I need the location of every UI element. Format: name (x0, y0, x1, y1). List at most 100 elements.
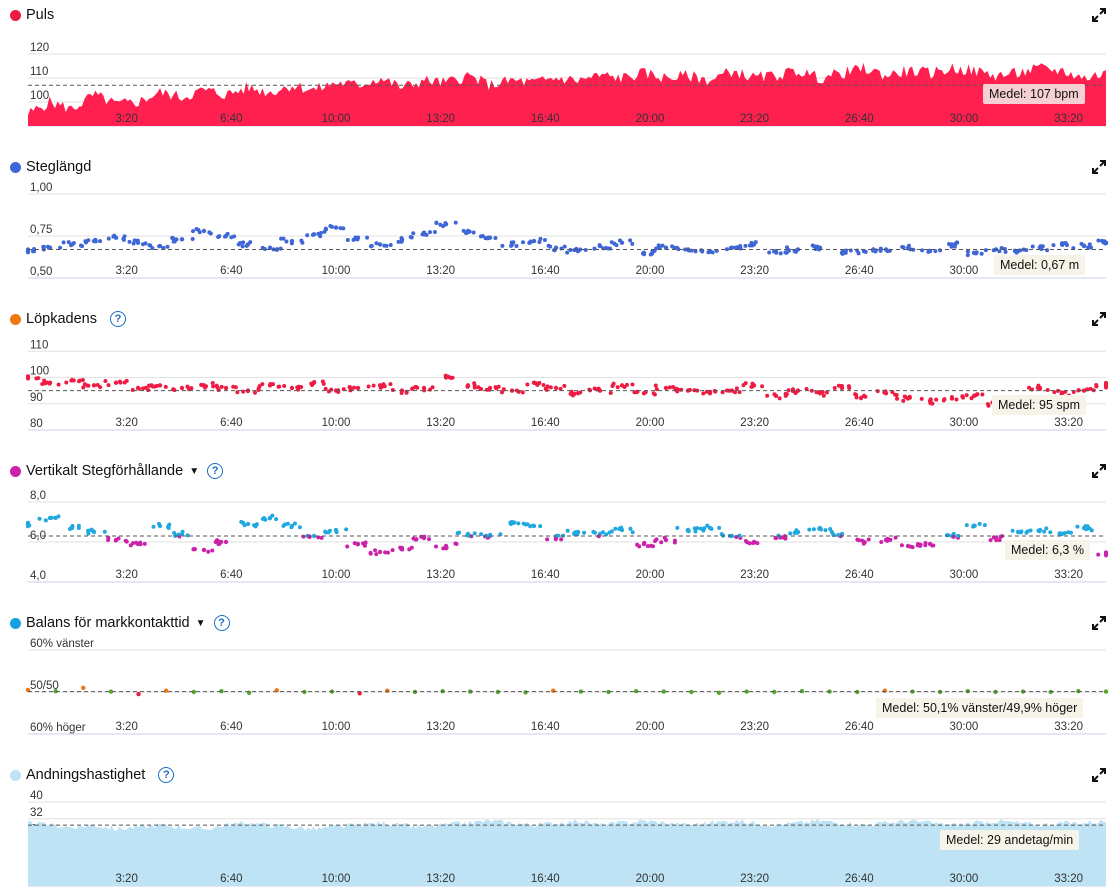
data-point (750, 384, 755, 389)
data-point (737, 533, 742, 538)
data-point (327, 528, 332, 533)
data-point (509, 243, 514, 248)
series-dot (10, 769, 21, 781)
data-point (907, 394, 912, 399)
help-icon[interactable]: ? (109, 311, 126, 327)
data-point (863, 394, 868, 399)
data-point (433, 544, 438, 549)
data-point (1088, 386, 1093, 391)
data-point (236, 242, 241, 247)
data-point (523, 690, 528, 695)
data-point (879, 540, 884, 545)
data-point (617, 526, 622, 531)
data-point (949, 395, 954, 400)
data-point (82, 382, 87, 387)
data-point (368, 550, 373, 555)
data-point (204, 384, 209, 389)
help-icon[interactable]: ? (207, 463, 224, 479)
x-tick-label: 13:20 (426, 113, 455, 125)
data-point (91, 383, 97, 388)
data-point (328, 224, 333, 229)
help-icon[interactable]: ? (158, 767, 175, 783)
data-point (179, 237, 185, 242)
data-point (292, 521, 297, 526)
data-point (113, 380, 119, 385)
chart-balans: 60% vänster 50/50 60% höger 3:20 6:40 10:00 13… (25, 638, 1109, 735)
expand-icon[interactable] (1092, 768, 1106, 782)
help-icon[interactable]: ? (213, 615, 230, 631)
data-point (542, 237, 547, 242)
data-point (946, 533, 951, 538)
data-point (609, 240, 614, 245)
y-tick-label: 8,0 (30, 490, 46, 502)
data-point (982, 523, 987, 528)
data-point (310, 232, 315, 237)
data-point (134, 540, 139, 545)
chart-title: Steglängd (26, 159, 92, 175)
data-point (997, 249, 1002, 254)
data-point (562, 383, 567, 388)
data-point (617, 238, 622, 243)
data-point (26, 250, 30, 255)
data-point (983, 248, 988, 253)
chart-title: Puls (26, 7, 55, 23)
data-point (558, 386, 563, 391)
expand-icon[interactable] (1092, 616, 1106, 630)
expand-icon[interactable] (1092, 160, 1106, 174)
data-point (508, 520, 513, 525)
y-tick-label: 80 (30, 418, 43, 430)
x-tick-label: 23:20 (740, 417, 769, 429)
data-point (906, 246, 911, 251)
data-point (34, 376, 39, 381)
data-point (1094, 383, 1099, 388)
data-point (219, 688, 224, 694)
data-point (553, 385, 559, 391)
data-point (793, 249, 798, 254)
data-point (103, 378, 108, 383)
data-point (511, 240, 516, 245)
data-point (56, 382, 61, 387)
data-point (687, 387, 692, 392)
data-point (689, 689, 694, 695)
x-tick-label: 10:00 (322, 113, 351, 125)
data-point (457, 530, 462, 535)
data-point (297, 525, 302, 530)
x-tick-label: 6:40 (220, 569, 242, 581)
panel-title: Steglängd (10, 158, 91, 176)
data-point (289, 525, 294, 530)
y-tick-label: 110 (30, 339, 48, 351)
data-point (371, 383, 376, 388)
data-point (846, 384, 851, 389)
data-point (630, 530, 635, 535)
expand-icon[interactable] (1092, 464, 1106, 478)
data-point (901, 398, 906, 403)
data-point (693, 529, 698, 534)
mean-label: Medel: 29 andetag/min (940, 830, 1080, 850)
data-point (323, 529, 328, 534)
data-point (693, 249, 698, 254)
expand-icon[interactable] (1092, 8, 1106, 22)
data-point (386, 550, 391, 555)
y-tick-label: 60% höger (30, 722, 86, 734)
data-point (741, 383, 746, 388)
data-point (918, 542, 923, 547)
data-point (1037, 529, 1042, 534)
data-point (667, 385, 672, 390)
x-tick-label: 13:20 (426, 721, 455, 733)
data-point (728, 245, 733, 250)
data-point (408, 235, 413, 240)
data-point (1087, 526, 1092, 531)
data-point (368, 244, 373, 249)
data-point (971, 524, 976, 529)
data-point (559, 537, 564, 542)
dropdown-caret-icon[interactable]: ▼ (189, 465, 200, 477)
data-point (140, 242, 145, 247)
data-point (1018, 248, 1023, 253)
data-point (241, 240, 246, 245)
data-point (836, 533, 841, 538)
expand-icon[interactable] (1092, 312, 1106, 326)
dropdown-caret-icon[interactable]: ▼ (195, 617, 206, 629)
data-point (165, 244, 170, 249)
data-point (1075, 524, 1080, 529)
data-point (786, 247, 791, 252)
